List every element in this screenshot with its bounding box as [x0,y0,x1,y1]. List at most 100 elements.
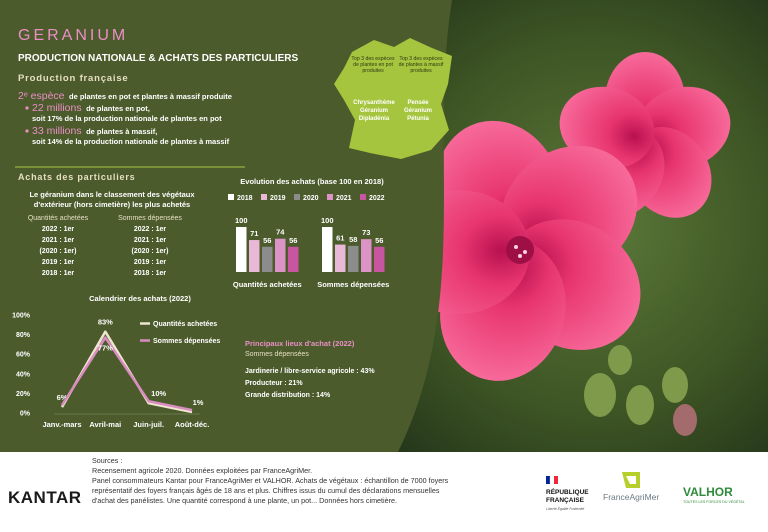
legend-swatch [294,194,300,200]
top3-species: Géranium [360,108,388,114]
rank-line: 2018 : 1er [134,270,167,277]
bar [262,246,273,272]
bar [249,240,260,272]
bar [236,227,247,272]
production-item: 22 millions de plantes en pot, [32,98,150,115]
x-tick-label: Janv.-mars [42,420,81,429]
amount-text: de plantes en pot, [86,104,150,113]
section-heading: Achats des particuliers [18,172,135,182]
amount-text: de plantes à massif, [86,127,157,136]
bar [361,239,372,272]
top3-species: Chrysanthème [353,100,395,106]
y-tick-label: 40% [16,371,31,378]
sources-label: Sources : [92,456,122,465]
legend-label: Quantités achetées [153,321,217,328]
x-tick-label: Août-déc. [175,420,210,429]
bullet [25,129,29,133]
value-label: 56 [375,236,383,245]
value-label: 6% [57,393,68,402]
footer [0,452,768,532]
rank-line: (2020 : 1er) [132,248,169,255]
title: GERANIUM [18,27,128,44]
x-tick-label: Juin-juil. [133,420,164,429]
rank-line: 2019 : 1er [134,259,167,266]
bar [335,244,346,272]
lieux-item: Producteur : 21% [245,380,303,387]
value-label: 58 [349,235,357,244]
logo-text: Liberté Égalité Fraternité [546,506,584,511]
legend-label: 2022 [369,195,385,202]
logo-text: RÉPUBLIQUE [546,487,589,496]
france-map [334,38,452,159]
bar [288,246,299,272]
y-tick-label: 80% [16,332,31,339]
value-label: 77% [98,344,113,353]
value-label: 100 [321,216,334,225]
subtitle: PRODUCTION NATIONALE & ACHATS DES PARTIC… [18,53,299,64]
ranking-title: d'extérieur (hors cimetière) les plus ac… [34,200,190,209]
flower-photo [386,52,731,436]
legend-label: 2020 [303,195,319,202]
top3-massif-heading-box: Top 3 des espèces de plantes à massif pr… [399,56,444,74]
value-label: 1% [193,398,204,407]
value-label: 74 [276,228,285,237]
amount: 33 millions [32,125,82,137]
legend-label: 2019 [270,195,286,202]
source-line: Panel consommateurs Kantar pour FranceAg… [92,476,449,485]
value-label: 61 [336,234,344,243]
chart-title: Calendrier des achats (2022) [89,294,191,303]
production-rank: 2ᵉ espèce de plantes en pot et plantes à… [18,86,232,103]
rank-text: de plantes en pot et plantes à massif pr… [69,92,232,101]
line-chart: Calendrier des achats (2022) 0% 20% 40% 60% 8… [12,294,220,429]
logo-valhor: VALHOR [683,485,733,499]
legend-label: 2021 [336,195,352,202]
logo-republique: RÉPUBLIQUE FRANÇAISE Liberté Égalité Fra… [546,475,589,511]
charts: Evolution des achats (base 100 en 2018) 2… [12,177,389,429]
rank-line: 2021 : 1er [42,237,75,244]
rank-line: (2020 : 1er) [40,248,77,255]
bar [275,238,286,272]
source-line: Recensement agricole 2020. Données explo… [92,466,312,475]
y-tick-label: 0% [20,411,31,418]
rank-line: 2022 : 1er [134,226,167,233]
logo-franceagrimer: FranceAgriMer [603,472,659,502]
logo-text: TOUTES LES FORCES DU VÉGÉTAL [683,499,745,504]
value-label: 56 [263,236,271,245]
rank-heading: Quantités achetées [28,215,89,222]
value-label: 100 [235,216,248,225]
ranking-title: Le géranium dans le classement des végét… [29,190,195,199]
green-panel [0,0,452,452]
value-label: 83% [98,318,113,327]
legend-swatch [228,194,234,200]
rank-line: 2018 : 1er [42,270,75,277]
legend-swatch [327,194,333,200]
chart-title: Evolution des achats (base 100 en 2018) [240,177,384,186]
source-line: d'achat des panélistes. Une quantité cor… [92,496,397,505]
top3-species: Géranium [404,108,432,114]
logo-kantar: KANTAR [8,488,82,507]
x-tick-label: Avril-mai [89,420,121,429]
category-label: Sommes dépensées [317,280,389,289]
top3-species: Pétunia [407,116,429,122]
lieux-title: Principaux lieux d'achat (2022) [245,339,355,348]
bar [374,246,385,272]
series-line [60,336,193,412]
legend-swatch [261,194,267,200]
source-line: représentatif des foyers français âgés d… [92,486,440,495]
share: soit 14% de la production nationale de p… [32,137,230,146]
lieux-item: Jardinerie / libre-service agricole : 43… [245,368,375,375]
value-label: 73 [362,228,370,237]
lieux-item: Grande distribution : 14% [245,392,331,399]
bar [348,245,359,272]
value-label: 71 [250,229,258,238]
value-label: 10% [151,389,166,398]
value-label: 56 [289,236,297,245]
category-label: Quantités achetées [233,280,302,289]
logo-text: FranceAgriMer [603,492,659,502]
section-heading: Production française [18,73,129,84]
bullet [25,106,29,110]
rank-heading: Sommes dépensées [118,215,182,222]
legend-label: 2018 [237,195,253,202]
lieux-subtitle: Sommes dépensées [245,351,309,358]
